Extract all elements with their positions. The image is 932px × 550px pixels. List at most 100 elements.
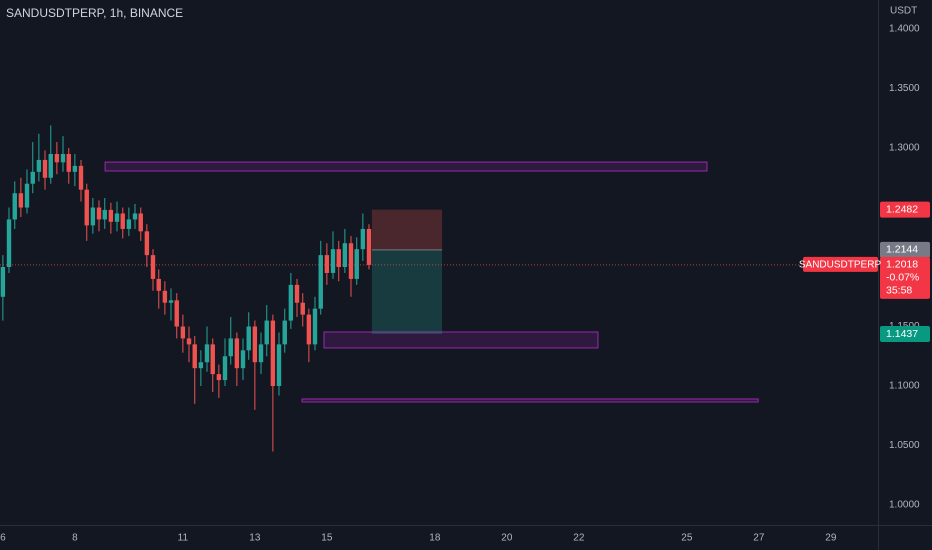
candle-body xyxy=(126,219,132,229)
y-tick-label: 1.1000 xyxy=(889,381,920,392)
candle-body xyxy=(60,153,66,163)
candle-body xyxy=(204,344,210,363)
candle-body xyxy=(216,374,222,381)
candle-body xyxy=(162,290,168,303)
axis-unit: USDT xyxy=(890,6,917,17)
x-tick-label: 22 xyxy=(573,533,585,544)
candle-body xyxy=(342,243,348,268)
y-tick-label: 1.4000 xyxy=(889,24,920,35)
candle-body xyxy=(108,209,114,222)
candle-body xyxy=(264,320,269,345)
candle-body xyxy=(18,193,24,208)
stop-box xyxy=(371,209,443,250)
axes: 1.00001.05001.10001.15001.20001.25001.30… xyxy=(0,24,930,544)
candle-body xyxy=(222,356,228,381)
entry-label: 1.2144 xyxy=(886,244,918,256)
x-tick-label: 18 xyxy=(429,533,441,544)
candle-body xyxy=(360,228,366,250)
last-price-bg xyxy=(880,256,930,299)
candle-body xyxy=(6,219,12,268)
x-tick-label: 29 xyxy=(825,533,837,544)
candle-body xyxy=(84,189,89,226)
candle-body xyxy=(174,300,179,327)
candle-body xyxy=(78,165,84,190)
candle-body xyxy=(324,255,330,273)
x-tick-label: 6 xyxy=(0,533,6,544)
x-tick-label: 11 xyxy=(178,533,189,544)
candle-body xyxy=(72,165,78,172)
candle-body xyxy=(144,231,150,256)
candle-body xyxy=(36,159,42,172)
candle-body xyxy=(168,300,174,303)
candle-body xyxy=(246,326,251,351)
zone xyxy=(323,331,599,349)
candle-body xyxy=(312,308,318,345)
candle-body xyxy=(234,338,240,369)
candle-body xyxy=(54,153,60,163)
candle-body xyxy=(252,326,258,363)
candle-body xyxy=(228,338,233,357)
candle-body xyxy=(12,193,17,220)
symbol-tag-bg xyxy=(803,256,878,272)
candle-body xyxy=(192,344,197,369)
change-label: -0.07% xyxy=(886,272,919,284)
candle-body xyxy=(210,344,215,375)
candle-body xyxy=(120,213,125,229)
candle-body xyxy=(24,183,30,208)
candle-body xyxy=(66,153,71,172)
candle-body xyxy=(282,320,287,345)
candle-body xyxy=(288,284,294,321)
candle-body xyxy=(276,344,282,387)
candle-body xyxy=(180,326,186,339)
target-label-bg xyxy=(880,326,930,343)
x-tick-label: 25 xyxy=(681,533,693,544)
candle-body xyxy=(114,213,120,222)
candle-body xyxy=(30,171,35,184)
x-tick-label: 20 xyxy=(501,533,513,544)
candle-body xyxy=(102,209,107,220)
countdown-label: 35:58 xyxy=(886,285,912,297)
stop-label: 1.2482 xyxy=(886,203,918,215)
y-tick-label: 1.3500 xyxy=(889,83,920,94)
candle-body xyxy=(96,207,102,220)
chart-title: SANDUSDTPERP, 1h, BINANCE xyxy=(6,6,183,20)
x-tick-label: 15 xyxy=(321,533,333,544)
target-box xyxy=(371,249,443,335)
candle-body xyxy=(300,302,305,315)
y-tick-label: 1.0500 xyxy=(889,440,920,451)
candle-body xyxy=(0,267,6,297)
candle-body xyxy=(132,213,138,220)
candle-body xyxy=(294,284,300,303)
last-price-label: 1.2018 xyxy=(886,259,918,271)
plot xyxy=(0,125,878,452)
x-tick-label: 13 xyxy=(249,533,261,544)
candle-body xyxy=(366,228,372,265)
stop-label-bg xyxy=(880,201,930,218)
candle-body xyxy=(186,338,192,345)
candle-body xyxy=(198,362,204,369)
zone xyxy=(104,161,708,172)
y-tick-label: 1.0000 xyxy=(889,500,920,511)
x-tick-label: 8 xyxy=(72,533,78,544)
candle-body xyxy=(270,320,276,387)
candle-body xyxy=(48,153,53,178)
candle-body xyxy=(354,249,359,279)
candle-body xyxy=(156,278,161,291)
candle-body xyxy=(90,207,96,226)
candle-body xyxy=(306,314,312,345)
candle-body xyxy=(336,249,341,268)
symbol-tag: SANDUSDTPERP xyxy=(799,260,882,271)
candle-body xyxy=(240,350,246,369)
entry-label-bg xyxy=(880,241,930,258)
candle-body xyxy=(318,255,323,309)
candle-body xyxy=(348,243,354,279)
candle-body xyxy=(150,255,156,279)
candle-body xyxy=(42,159,48,178)
candle-body xyxy=(258,344,264,363)
y-tick-label: 1.3000 xyxy=(889,143,920,154)
target-label: 1.1437 xyxy=(886,328,918,340)
x-tick-label: 27 xyxy=(753,533,765,544)
candle-body xyxy=(138,213,143,232)
